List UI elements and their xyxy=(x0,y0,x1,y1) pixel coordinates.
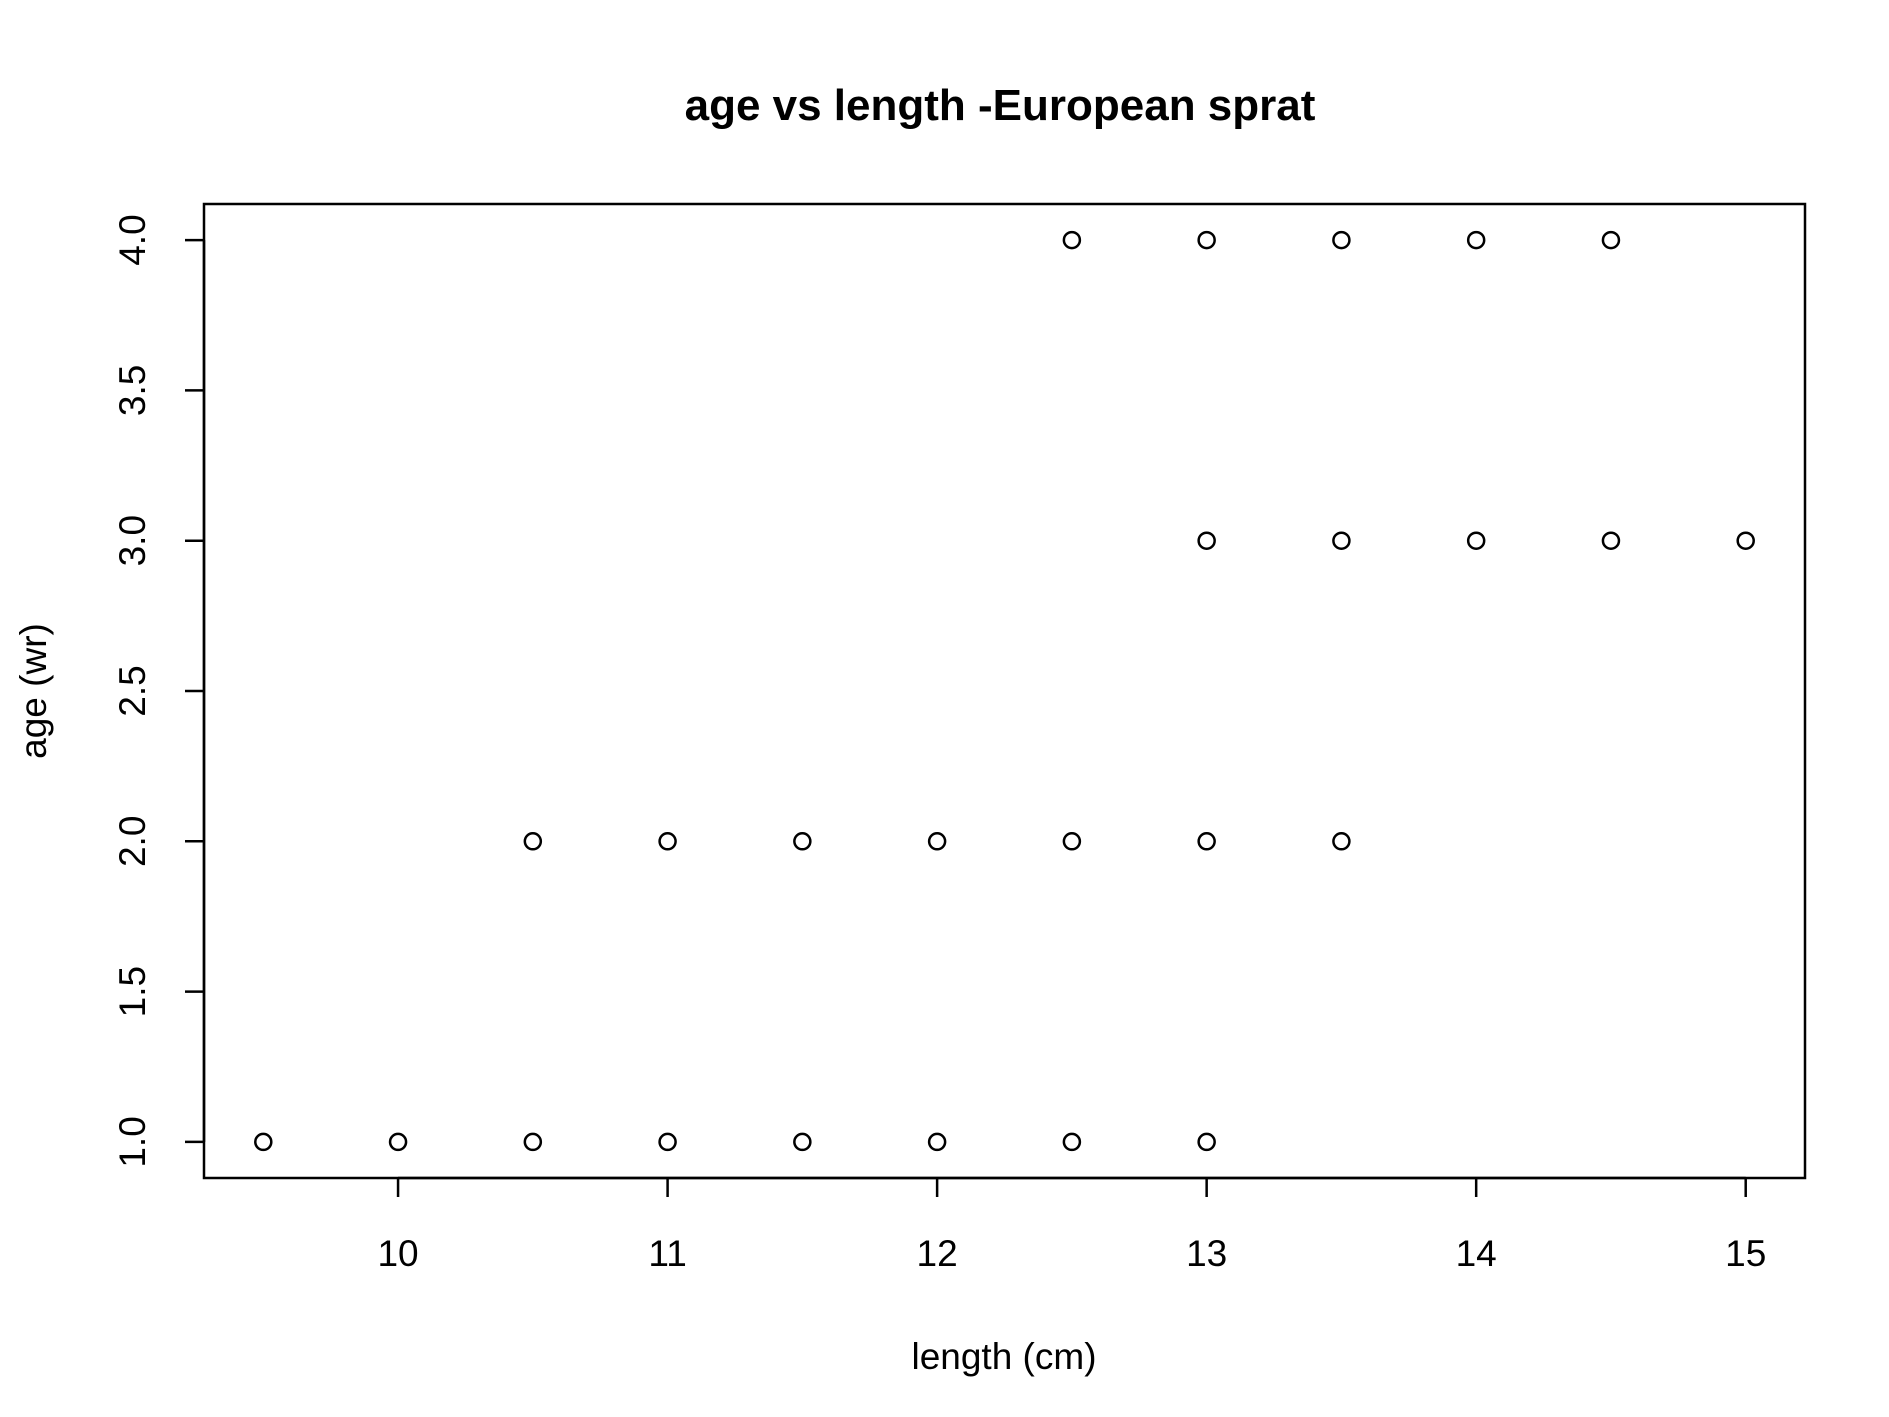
x-axis-label: length (cm) xyxy=(911,1336,1096,1377)
x-tick-label: 13 xyxy=(1186,1233,1227,1274)
chart-title: age vs length -European sprat xyxy=(685,81,1316,130)
data-point xyxy=(1197,531,1216,550)
y-tick-label: 2.5 xyxy=(112,665,153,716)
data-point xyxy=(388,1132,408,1152)
data-point xyxy=(1332,230,1351,250)
x-tick-label: 10 xyxy=(377,1233,418,1274)
data-point xyxy=(658,1132,677,1152)
y-axis: 1.0 1.5 2.0 2.5 3.0 3.5 4.0 xyxy=(112,214,206,1168)
data-points xyxy=(254,230,1755,1152)
data-point xyxy=(658,832,677,851)
y-tick-label: 2.0 xyxy=(112,816,153,867)
data-point xyxy=(927,1132,947,1152)
x-tick-label: 11 xyxy=(648,1233,686,1274)
x-tick-label: 14 xyxy=(1456,1233,1497,1274)
data-point xyxy=(1197,1132,1216,1152)
data-point xyxy=(1197,832,1216,851)
data-point xyxy=(523,832,543,851)
data-point xyxy=(927,832,947,851)
y-tick-label: 1.0 xyxy=(112,1116,153,1167)
data-point xyxy=(1062,1132,1082,1152)
data-point xyxy=(1736,531,1755,550)
data-point xyxy=(1062,230,1082,250)
data-point xyxy=(1332,832,1351,851)
x-tick-label: 15 xyxy=(1725,1233,1766,1274)
data-point xyxy=(523,1132,543,1152)
y-tick-label: 4.0 xyxy=(112,214,153,265)
data-point xyxy=(1601,531,1621,550)
data-point xyxy=(1601,230,1621,250)
data-point xyxy=(1466,531,1486,550)
y-tick-label: 1.5 xyxy=(112,966,153,1017)
x-tick-label: 12 xyxy=(917,1233,958,1274)
data-point xyxy=(1466,230,1486,250)
data-point xyxy=(1197,230,1216,250)
data-point xyxy=(1062,832,1082,851)
y-tick-label: 3.5 xyxy=(112,365,153,416)
y-axis-label: age (wr) xyxy=(13,623,54,759)
data-point xyxy=(1332,531,1351,550)
x-axis: 10 11 12 13 14 15 xyxy=(377,1176,1766,1274)
data-point xyxy=(793,832,812,851)
data-point xyxy=(793,1132,812,1152)
data-point xyxy=(254,1132,273,1152)
y-tick-label: 3.0 xyxy=(112,515,153,566)
